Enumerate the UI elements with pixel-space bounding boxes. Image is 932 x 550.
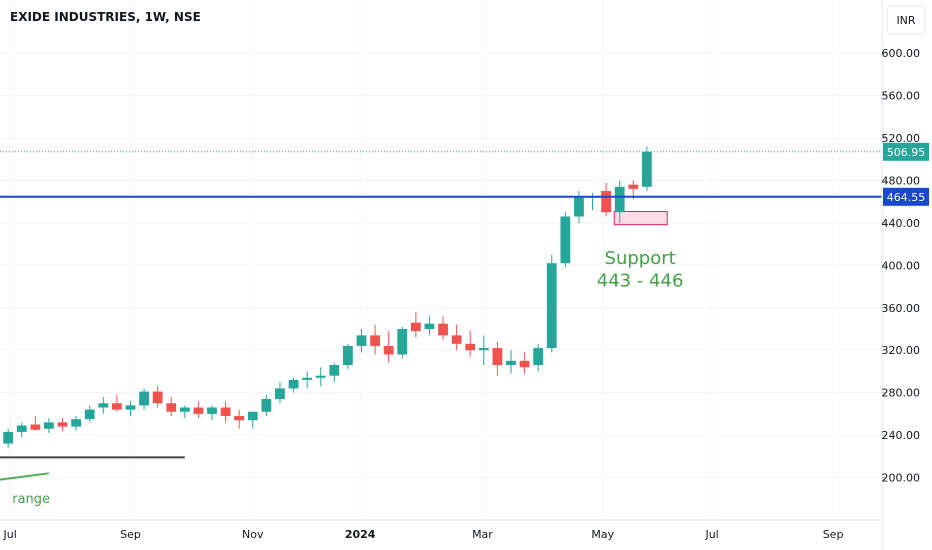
candle-body [247, 411, 258, 421]
candle-body [234, 416, 245, 421]
trend-line [0, 472, 50, 481]
candle-body [533, 348, 544, 366]
candle-body [574, 197, 584, 217]
x-tick-label: 2024 [345, 528, 376, 541]
candle-body [478, 348, 489, 351]
candle-body [193, 407, 204, 414]
candle-body [30, 424, 41, 430]
candle-body [139, 391, 149, 406]
candle-body [614, 186, 625, 213]
candle-body [71, 419, 81, 427]
candle-body [329, 365, 340, 376]
support-zone [613, 210, 668, 226]
candle-body [152, 391, 163, 404]
candle-body [451, 335, 462, 344]
annotation: 443 - 446 [597, 271, 684, 292]
chart-title: EXIDE INDUSTRIES, 1W, NSE [10, 10, 201, 24]
y-tick-label: 320.00 [882, 344, 921, 357]
annotation: range [12, 492, 50, 507]
y-tick-label: 240.00 [882, 429, 921, 442]
candle-body [424, 323, 435, 329]
candle-body [315, 375, 326, 378]
candle-body [601, 191, 612, 213]
candle-body [343, 345, 353, 366]
candle-body [275, 388, 285, 400]
candle-body [370, 335, 380, 346]
candle-body [288, 379, 299, 389]
candle-body [410, 322, 421, 332]
candle-body [302, 377, 313, 380]
x-tick-label: Sep [120, 528, 141, 541]
y-tick-label: 280.00 [882, 387, 921, 400]
currency-button[interactable] [886, 5, 926, 35]
candle-body [641, 151, 652, 187]
y-tick-label: 360.00 [882, 302, 921, 315]
y-tick-label: 520.00 [882, 132, 921, 145]
y-tick-label: 440.00 [882, 217, 921, 230]
y-tick-label: 600.00 [882, 47, 921, 60]
candle-body [111, 403, 122, 410]
candle-body [628, 184, 639, 189]
price-label-bg [883, 142, 929, 161]
candle-body [179, 407, 190, 412]
currency[interactable]: INR [896, 14, 915, 27]
candle-body [492, 348, 503, 366]
x-tick-label: Mar [472, 528, 493, 541]
candle-body [84, 409, 95, 420]
x-tick-label: May [591, 528, 614, 541]
x-tick-label: Sep [823, 528, 844, 541]
candle-body [98, 403, 109, 408]
candle-body [57, 422, 68, 427]
candle-body [438, 323, 448, 336]
candle-body [356, 335, 367, 346]
y-tick-label: 480.00 [882, 174, 921, 187]
candle-body [506, 360, 516, 366]
y-tick-label: 200.00 [882, 472, 921, 485]
last-price-label: 506.95 [887, 146, 926, 159]
candle-body [383, 345, 394, 355]
candle-body [261, 399, 272, 412]
price-label-bg [883, 187, 929, 206]
price-label: 464.55 [887, 191, 926, 204]
x-tick-label: Jul [3, 528, 17, 541]
x-tick-label: Nov [242, 528, 264, 541]
annotation: Support [605, 248, 676, 269]
candle-body [207, 407, 217, 414]
candle-body [220, 407, 231, 416]
candle-body [44, 422, 54, 429]
candle-body [397, 328, 408, 355]
y-tick-label: 560.00 [882, 90, 921, 103]
candle-body [166, 403, 177, 412]
candle-body [125, 405, 136, 410]
candle-body [16, 425, 27, 432]
y-tick-label: 400.00 [882, 259, 921, 272]
x-tick-label: Jul [704, 528, 718, 541]
candle-body [519, 360, 530, 368]
candle-body [560, 216, 571, 264]
candle-body [465, 343, 476, 351]
candle-body [546, 263, 557, 349]
candle-body [3, 431, 14, 444]
